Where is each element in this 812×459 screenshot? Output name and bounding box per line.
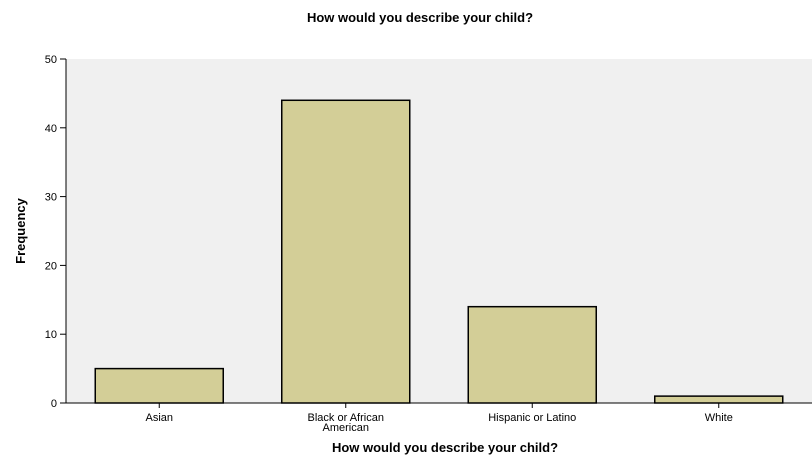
x-tick-label: White — [705, 412, 733, 424]
bars-group — [94, 99, 784, 404]
y-tick-label: 50 — [45, 54, 57, 66]
y-tick-label: 10 — [45, 329, 57, 341]
bar-white — [654, 395, 784, 404]
y-tick-label: 0 — [51, 398, 57, 410]
bar-hispanic-or-latino — [467, 305, 597, 404]
y-tick-label: 30 — [45, 192, 57, 204]
x-tick-label: Black or African American — [308, 412, 384, 434]
x-axis: Asian Black or African American Hispanic or… — [66, 402, 812, 434]
bar-black-or-african-american — [281, 99, 411, 404]
y-axis: 0 10 20 30 40 50 — [45, 54, 67, 410]
chart-title: How would you describe your child? — [307, 10, 533, 25]
plot-area — [66, 59, 812, 403]
x-tick-label: Asian — [145, 412, 173, 424]
bar-asian — [94, 367, 224, 404]
y-axis-title: Frequency — [13, 197, 28, 264]
x-tick-label: Hispanic or Latino — [488, 412, 576, 424]
x-axis-title: How would you describe your child? — [332, 440, 558, 455]
y-tick-label: 40 — [45, 123, 57, 135]
y-tick-label: 20 — [45, 260, 57, 272]
